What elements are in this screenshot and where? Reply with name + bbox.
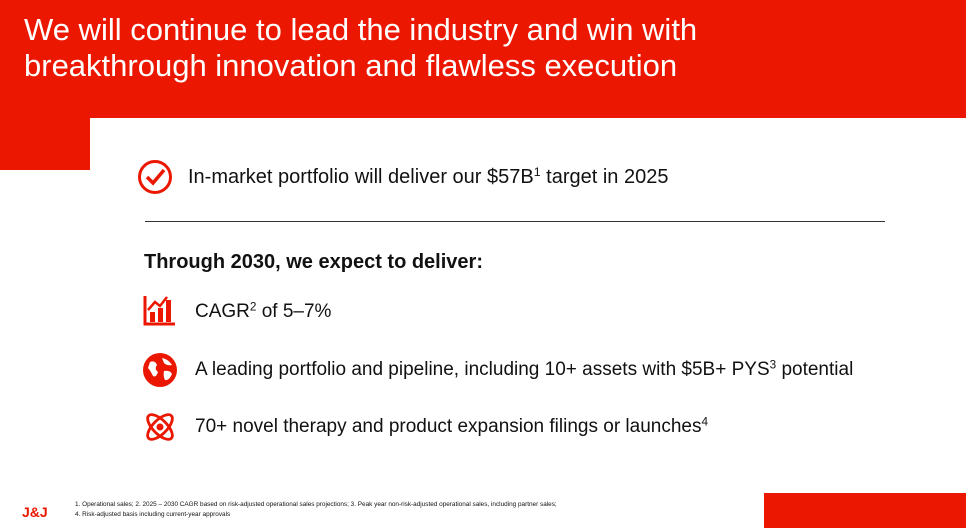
subheading: Through 2030, we expect to deliver: bbox=[144, 251, 483, 273]
text: target in 2025 bbox=[540, 166, 669, 188]
header-accent bbox=[0, 118, 90, 170]
atom-icon bbox=[146, 413, 174, 441]
superscript: 4 bbox=[701, 415, 709, 429]
globe-icon bbox=[143, 353, 177, 387]
text: In-market portfolio will deliver our $57… bbox=[188, 166, 534, 188]
superscript: 3 bbox=[769, 358, 777, 372]
item: CAGR2 of 5–7% bbox=[195, 301, 331, 323]
superscript: 1 bbox=[533, 165, 541, 180]
item: A leading portfolio and pipeline, includ… bbox=[195, 359, 853, 381]
check-icon bbox=[138, 160, 172, 194]
chart-icon bbox=[143, 296, 175, 326]
headline: In-market portfolio will deliver our $57… bbox=[188, 166, 668, 189]
text: of 5–7% bbox=[256, 301, 332, 322]
divider bbox=[145, 221, 885, 222]
title-line: We will continue to lead the industry an… bbox=[24, 12, 698, 47]
footnote: 1. Operational sales; 2. 2025 – 2030 CAG… bbox=[75, 501, 557, 508]
text: A leading portfolio and pipeline, includ… bbox=[195, 359, 770, 380]
title-line: breakthrough innovation and flawless exe… bbox=[24, 48, 678, 83]
footnote: 4. Risk-adjusted basis including current… bbox=[75, 511, 231, 518]
header-band bbox=[0, 0, 966, 118]
footer-accent bbox=[764, 493, 966, 528]
text: potential bbox=[776, 359, 854, 380]
text: 70+ novel therapy and product expansion … bbox=[195, 416, 702, 437]
logo: J&J bbox=[22, 504, 48, 520]
item: 70+ novel therapy and product expansion … bbox=[195, 416, 708, 438]
superscript: 2 bbox=[249, 300, 257, 314]
text: CAGR bbox=[195, 301, 250, 322]
